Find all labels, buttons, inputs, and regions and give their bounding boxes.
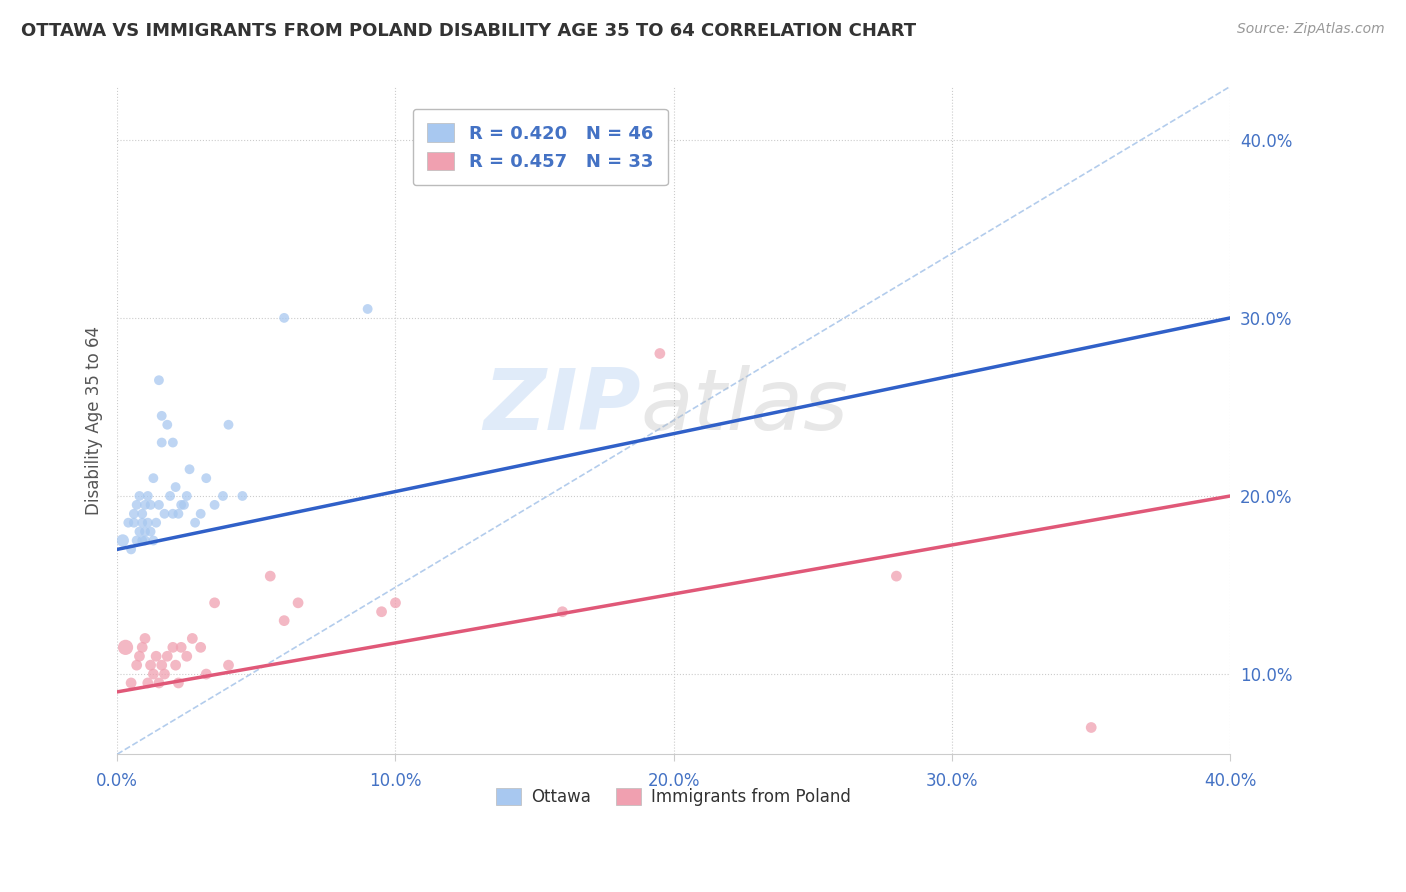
Point: [212, 489, 235, 503]
Point: [131, 507, 153, 521]
Point: [886, 569, 908, 583]
Point: [131, 640, 153, 655]
Point: [173, 498, 195, 512]
Point: [218, 658, 240, 673]
Point: [195, 667, 218, 681]
Point: [142, 471, 165, 485]
Point: [134, 524, 156, 539]
Point: [165, 480, 187, 494]
Point: [156, 417, 179, 432]
Point: [551, 605, 574, 619]
Point: [142, 533, 165, 548]
Point: [125, 658, 148, 673]
Point: [165, 658, 187, 673]
Point: [111, 533, 134, 548]
Point: [176, 489, 198, 503]
Point: [167, 507, 190, 521]
Point: [179, 462, 201, 476]
Point: [120, 676, 142, 690]
Point: [153, 667, 176, 681]
Point: [648, 346, 671, 360]
Point: [122, 516, 145, 530]
Point: [190, 640, 212, 655]
Point: [136, 676, 159, 690]
Point: [273, 310, 295, 325]
Point: [134, 498, 156, 512]
Point: [156, 649, 179, 664]
Point: [181, 632, 204, 646]
Point: [134, 533, 156, 548]
Point: [139, 658, 162, 673]
Point: [148, 498, 170, 512]
Point: [136, 516, 159, 530]
Point: [122, 507, 145, 521]
Point: [162, 435, 184, 450]
Point: [153, 507, 176, 521]
Point: [148, 373, 170, 387]
Point: [150, 409, 173, 423]
Point: [131, 533, 153, 548]
Point: [204, 498, 226, 512]
Point: [356, 301, 378, 316]
Point: [184, 516, 207, 530]
Point: [134, 632, 156, 646]
Point: [125, 533, 148, 548]
Point: [139, 498, 162, 512]
Point: [204, 596, 226, 610]
Point: [370, 605, 392, 619]
Point: [128, 489, 150, 503]
Point: [142, 667, 165, 681]
Point: [218, 417, 240, 432]
Point: [145, 649, 167, 664]
Point: [150, 658, 173, 673]
Point: [131, 516, 153, 530]
Text: ZIP: ZIP: [482, 366, 640, 449]
Y-axis label: Disability Age 35 to 64: Disability Age 35 to 64: [86, 326, 103, 515]
Point: [114, 640, 136, 655]
Text: OTTAWA VS IMMIGRANTS FROM POLAND DISABILITY AGE 35 TO 64 CORRELATION CHART: OTTAWA VS IMMIGRANTS FROM POLAND DISABIL…: [21, 22, 917, 40]
Point: [287, 596, 309, 610]
Point: [120, 542, 142, 557]
Point: [384, 596, 406, 610]
Point: [128, 524, 150, 539]
Point: [159, 489, 181, 503]
Text: Source: ZipAtlas.com: Source: ZipAtlas.com: [1237, 22, 1385, 37]
Point: [1080, 721, 1102, 735]
Text: atlas: atlas: [640, 366, 848, 449]
Point: [195, 471, 218, 485]
Point: [273, 614, 295, 628]
Point: [136, 489, 159, 503]
Point: [170, 640, 193, 655]
Point: [150, 435, 173, 450]
Point: [145, 516, 167, 530]
Point: [128, 649, 150, 664]
Point: [176, 649, 198, 664]
Legend: Ottawa, Immigrants from Poland: Ottawa, Immigrants from Poland: [489, 781, 858, 813]
Point: [162, 507, 184, 521]
Point: [125, 498, 148, 512]
Point: [231, 489, 253, 503]
Point: [170, 498, 193, 512]
Point: [148, 676, 170, 690]
Point: [162, 640, 184, 655]
Point: [259, 569, 281, 583]
Point: [190, 507, 212, 521]
Point: [117, 516, 139, 530]
Point: [167, 676, 190, 690]
Point: [139, 524, 162, 539]
